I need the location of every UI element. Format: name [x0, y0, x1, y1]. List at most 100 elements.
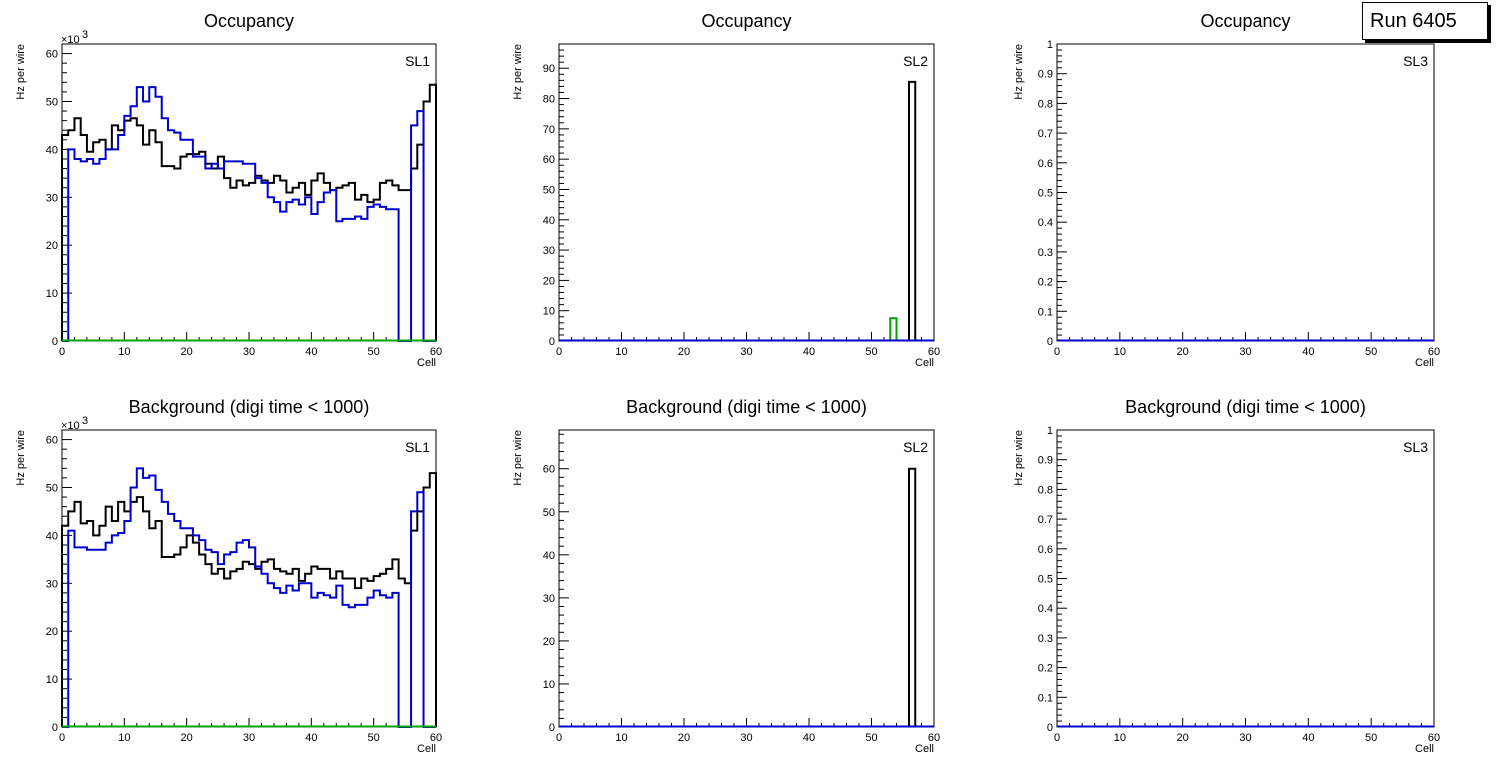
- y-tick-label: 50: [543, 507, 555, 519]
- x-tick-label: 10: [118, 732, 130, 744]
- x-tick-label: 30: [740, 346, 752, 358]
- chart-title: Background (digi time < 1000): [626, 397, 867, 417]
- chart-title: Occupancy: [204, 11, 294, 31]
- y-tick-label: 0: [549, 722, 555, 734]
- y-tick-label: 0.5: [1038, 188, 1053, 200]
- x-tick-label: 50: [368, 346, 380, 358]
- y-tick-label: 60: [46, 49, 58, 61]
- y-axis-label: Hz per wire: [1013, 430, 1025, 486]
- y-tick-label: 10: [543, 679, 555, 691]
- plot-frame: [558, 43, 935, 342]
- chart-panel-4: Background (digi time < 1000)0 10 20 30 40 50…: [15, 397, 442, 755]
- y-tick-label: 0.3: [1038, 633, 1053, 645]
- superlayer-label: SL1: [405, 53, 430, 69]
- x-axis-label: Cell: [417, 357, 436, 369]
- x-tick-label: 60: [1428, 346, 1440, 358]
- series-green-bar: [889, 317, 898, 341]
- x-tick-label: 10: [615, 732, 627, 744]
- run-number-box: Run 6405: [1362, 2, 1488, 40]
- y-axis-label: Hz per wire: [15, 44, 27, 100]
- y-tick-label: 10: [543, 306, 555, 318]
- x-tick-label: 30: [1239, 346, 1251, 358]
- x-tick-label: 40: [803, 346, 815, 358]
- x-tick-label: 30: [740, 732, 752, 744]
- y-tick-label: 20: [46, 626, 58, 638]
- y-tick-label: 0: [1047, 336, 1053, 348]
- y-tick-label: 20: [46, 240, 58, 252]
- x-tick-label: 0: [59, 732, 65, 744]
- x-tick-label: 20: [1177, 346, 1189, 358]
- x-tick-label: 30: [243, 346, 255, 358]
- y-scale-factor: ×10: [61, 34, 80, 46]
- chart-title: Background (digi time < 1000): [1125, 397, 1366, 417]
- x-axis-label: Cell: [915, 743, 934, 755]
- x-tick-label: 20: [678, 346, 690, 358]
- x-tick-label: 20: [678, 732, 690, 744]
- x-tick-label: 10: [615, 346, 627, 358]
- y-tick-label: 0.3: [1038, 247, 1053, 259]
- y-tick-label: 0.4: [1038, 603, 1053, 615]
- y-tick-label: 10: [46, 288, 58, 300]
- superlayer-label: SL3: [1403, 439, 1428, 455]
- x-tick-label: 50: [1365, 732, 1377, 744]
- y-tick-label: 0.6: [1038, 158, 1053, 170]
- chart-title: Background (digi time < 1000): [129, 397, 370, 417]
- y-tick-label: 60: [46, 435, 58, 447]
- x-tick-label: 30: [1239, 732, 1251, 744]
- y-tick-label: 70: [543, 124, 555, 136]
- x-tick-label: 0: [1054, 732, 1060, 744]
- superlayer-label: SL2: [903, 53, 928, 69]
- x-tick-label: 50: [865, 346, 877, 358]
- x-tick-label: 30: [243, 732, 255, 744]
- x-axis-label: Cell: [1415, 743, 1434, 755]
- x-tick-label: 0: [1054, 346, 1060, 358]
- x-tick-label: 60: [1428, 732, 1440, 744]
- x-tick-label: 0: [59, 346, 65, 358]
- y-tick-label: 90: [543, 63, 555, 75]
- y-scale-exponent: 3: [82, 29, 88, 41]
- x-tick-label: 50: [1365, 346, 1377, 358]
- x-tick-label: 0: [556, 732, 562, 744]
- y-axis-label: Hz per wire: [512, 430, 524, 486]
- chart-title: Occupancy: [701, 11, 791, 31]
- plot-frame: [1056, 43, 1435, 342]
- x-tick-label: 0: [556, 346, 562, 358]
- y-tick-label: 1: [1047, 39, 1053, 51]
- y-tick-label: 0: [1047, 722, 1053, 734]
- y-axis-label: Hz per wire: [1013, 44, 1025, 100]
- y-axis-label: Hz per wire: [512, 44, 524, 100]
- x-tick-label: 40: [803, 732, 815, 744]
- y-tick-label: 0.2: [1038, 663, 1053, 675]
- y-scale-exponent: 3: [82, 415, 88, 427]
- y-tick-label: 0.2: [1038, 277, 1053, 289]
- x-tick-label: 50: [865, 732, 877, 744]
- series-black-bar: [908, 467, 917, 727]
- y-tick-label: 0: [52, 722, 58, 734]
- x-tick-label: 40: [1302, 732, 1314, 744]
- chart-panel-6: Background (digi time < 1000)0 10 20 30 40 50…: [1013, 397, 1440, 755]
- y-tick-label: 0.9: [1038, 69, 1053, 81]
- series-blue-step-line: [62, 467, 436, 728]
- x-tick-label: 60: [928, 346, 940, 358]
- y-tick-label: 0.7: [1038, 128, 1053, 140]
- series-black-bar: [908, 80, 917, 341]
- y-tick-label: 0.1: [1038, 306, 1053, 318]
- y-tick-label: 0.6: [1038, 544, 1053, 556]
- x-tick-label: 20: [181, 732, 193, 744]
- y-tick-label: 40: [543, 215, 555, 227]
- y-axis-label: Hz per wire: [15, 430, 27, 486]
- y-tick-label: 30: [543, 593, 555, 605]
- y-tick-label: 1: [1047, 425, 1053, 437]
- y-tick-label: 60: [543, 154, 555, 166]
- y-tick-label: 0: [549, 336, 555, 348]
- chart-title: Occupancy: [1200, 11, 1290, 31]
- plot-frame: [61, 429, 437, 728]
- x-axis-label: Cell: [417, 743, 436, 755]
- x-tick-label: 20: [181, 346, 193, 358]
- x-axis-label: Cell: [1415, 357, 1434, 369]
- x-tick-label: 40: [305, 346, 317, 358]
- series-black-step-line: [61, 83, 437, 341]
- y-tick-label: 50: [46, 482, 58, 494]
- y-tick-label: 30: [543, 245, 555, 257]
